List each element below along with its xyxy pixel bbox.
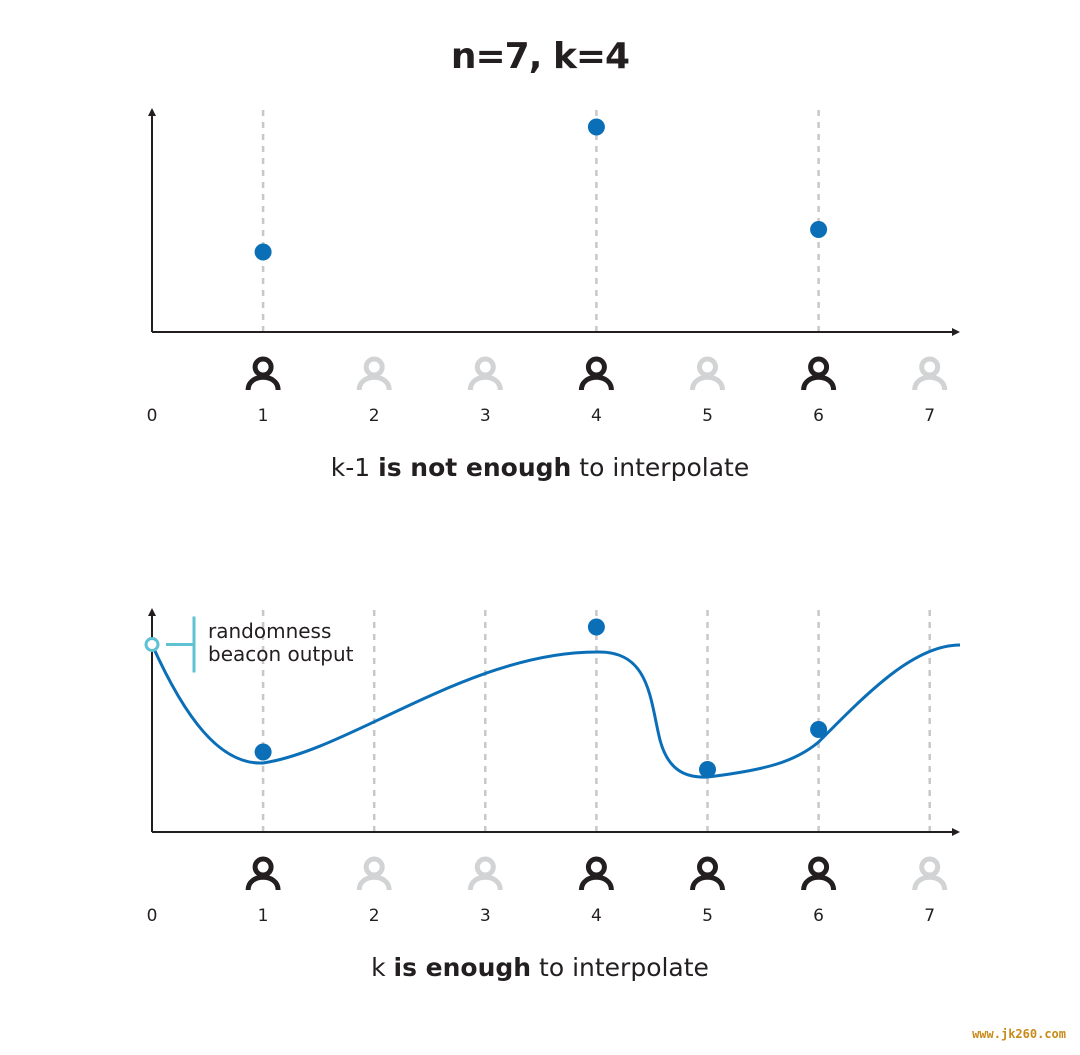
beacon-label-line2: beacon output (208, 641, 354, 666)
x-tick-label-7: 7 (924, 906, 935, 926)
x-tick-label-0: 0 (147, 906, 158, 926)
data-point-1 (254, 743, 272, 761)
x-tick-label-3: 3 (480, 906, 491, 926)
inactive-person-icon-3 (467, 856, 503, 891)
x-tick-label-3: 3 (480, 406, 491, 426)
x-axis-arrow (952, 328, 960, 336)
inactive-person-icon-3 (467, 356, 503, 391)
x-tick-label-7: 7 (924, 406, 935, 426)
x-tick-label-6: 6 (813, 906, 824, 926)
x-tick-label-4: 4 (591, 906, 602, 926)
caption-top-bold: is not enough (378, 453, 572, 482)
inactive-person-icon-2 (356, 856, 392, 891)
x-tick-label-1: 1 (258, 406, 269, 426)
caption-top-pre: k-1 (330, 453, 379, 482)
panel-top: 0 1 2 3 4 5 6 7 (147, 108, 960, 426)
beacon-label: randomness beacon output (208, 618, 354, 666)
active-person-icon-6 (801, 856, 837, 891)
inactive-person-icon-7 (912, 356, 948, 391)
caption-bottom-post: to interpolate (531, 953, 709, 982)
beacon-marker (144, 637, 160, 652)
caption-bottom-pre: k (371, 953, 394, 982)
data-point-4 (587, 118, 605, 136)
x-tick-label-0: 0 (147, 406, 158, 426)
caption-top-post: to interpolate (571, 453, 750, 482)
active-person-icon-6 (801, 356, 837, 391)
x-tick-label-1: 1 (258, 906, 269, 926)
x-tick-label-4: 4 (591, 406, 602, 426)
data-point-4 (587, 618, 605, 636)
data-point-6 (810, 221, 828, 238)
inactive-person-icon-7 (912, 856, 948, 891)
active-person-icon-4 (578, 356, 614, 391)
x-axis-arrow (952, 828, 960, 836)
diagram-title: n=7, k=4 (450, 36, 630, 77)
x-tick-label-5: 5 (702, 406, 713, 426)
inactive-person-icon-2 (356, 356, 392, 391)
inactive-person-icon-5 (690, 356, 725, 391)
caption-bottom: k is enough to interpolate (0, 953, 1080, 982)
active-person-icon-5 (690, 856, 725, 891)
watermark: www.jk260.com (972, 1027, 1066, 1041)
data-point-1 (254, 243, 272, 261)
y-axis-arrow (148, 608, 156, 616)
active-person-icon-1 (245, 856, 281, 891)
active-person-icon-1 (245, 356, 281, 391)
caption-bottom-bold: is enough (393, 953, 532, 982)
x-tick-label-2: 2 (369, 906, 380, 926)
panel-bottom: 0 1 2 3 4 5 6 7 (144, 608, 961, 926)
y-axis-arrow (148, 108, 156, 116)
x-tick-label-2: 2 (369, 406, 380, 426)
caption-top: k-1 is not enough to interpolate (0, 453, 1080, 482)
x-tick-label-5: 5 (702, 906, 713, 926)
data-point-5 (699, 761, 716, 778)
data-point-6 (810, 721, 828, 738)
active-person-icon-4 (578, 856, 614, 891)
beacon-label-line1: randomness (208, 618, 332, 643)
x-tick-label-6: 6 (813, 406, 824, 426)
interpolation-curve (150, 643, 961, 779)
